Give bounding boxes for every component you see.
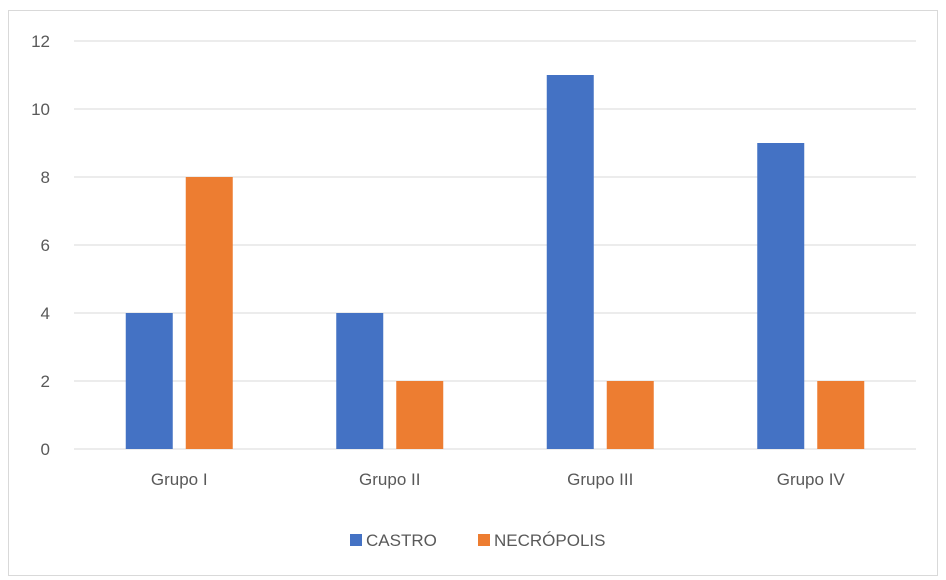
y-tick-label: 4: [41, 304, 50, 323]
legend: CASTRO NECRÓPOLIS: [350, 531, 605, 550]
x-category-label: Grupo IV: [777, 470, 846, 489]
legend-label-1: NECRÓPOLIS: [494, 531, 605, 550]
legend-label-0: CASTRO: [366, 531, 437, 550]
bar-castro-1: [336, 313, 384, 449]
bar-castro-0: [125, 313, 173, 449]
bar-necr-polis-1: [396, 381, 444, 449]
x-category-label: Grupo II: [359, 470, 420, 489]
x-axis-categories: Grupo I Grupo II Grupo III Grupo IV: [151, 470, 846, 489]
y-tick-label: 0: [41, 440, 50, 459]
bar-castro-3: [757, 143, 805, 449]
bar-necr-polis-3: [817, 381, 865, 449]
y-tick-label: 12: [31, 32, 50, 51]
bar-necr-polis-0: [185, 177, 233, 449]
x-category-label: Grupo III: [567, 470, 633, 489]
legend-swatch-0: [350, 534, 362, 546]
y-axis-ticks: 0 2 4 6 8 10 12: [31, 32, 50, 459]
y-tick-label: 10: [31, 100, 50, 119]
legend-swatch-1: [478, 534, 490, 546]
x-category-label: Grupo I: [151, 470, 208, 489]
bar-necr-polis-2: [606, 381, 654, 449]
y-tick-label: 6: [41, 236, 50, 255]
bars: [125, 75, 865, 449]
y-tick-label: 8: [41, 168, 50, 187]
y-tick-label: 2: [41, 372, 50, 391]
bar-castro-2: [546, 75, 594, 449]
